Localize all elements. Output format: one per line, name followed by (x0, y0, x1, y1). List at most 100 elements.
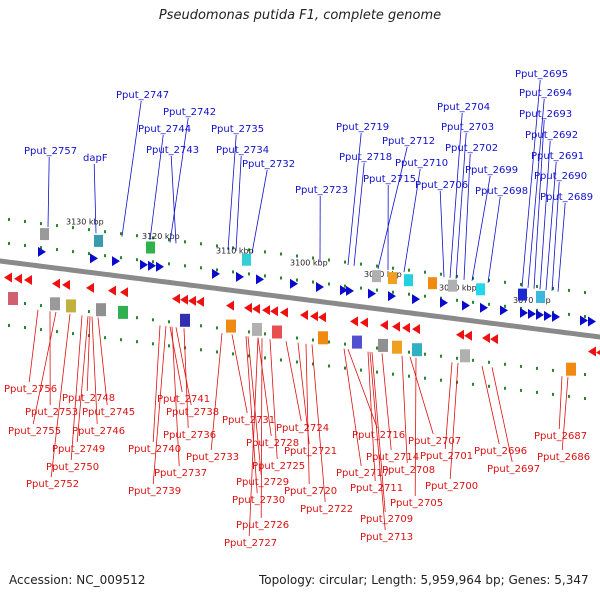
forward-gene-arrow (236, 271, 244, 282)
tick-mark (472, 358, 474, 362)
tick-mark (424, 376, 426, 380)
reverse-leader-line (257, 337, 272, 437)
forward-feature-block (518, 288, 527, 301)
tick-mark (88, 252, 90, 256)
forward-gene-label: dapF (83, 153, 108, 164)
tick-mark (584, 315, 586, 318)
reverse-feature-block (566, 362, 576, 376)
tick-mark (392, 290, 394, 294)
forward-gene-arrow (256, 274, 264, 285)
forward-leader-line (545, 161, 557, 291)
forward-gene-label: Pput_2703 (441, 122, 494, 133)
reverse-gene-arrow (52, 278, 60, 289)
tick-mark (552, 392, 554, 396)
tick-mark (504, 362, 506, 366)
forward-leader-line (235, 155, 242, 251)
reverse-feature-block (352, 335, 362, 349)
reverse-feature-block (392, 340, 402, 354)
forward-gene-label: Pput_2712 (382, 136, 435, 147)
reverse-leader-line (169, 326, 183, 393)
tick-mark (296, 360, 298, 364)
tick-mark (232, 270, 234, 274)
reverse-leader-line (231, 334, 248, 414)
reverse-leader-line (50, 313, 71, 478)
reverse-leader-line (97, 317, 108, 406)
reverse-leader-line (285, 341, 302, 422)
reverse-leader-line (152, 325, 167, 485)
tick-mark (264, 250, 266, 254)
tick-mark (488, 384, 490, 388)
tick-mark (520, 306, 522, 310)
reverse-gene-label: Pput_2756 (4, 384, 57, 395)
tick-mark (344, 342, 346, 346)
genome-summary-text: Topology: circular; Length: 5,959,964 bp… (259, 573, 589, 587)
reverse-gene-label: Pput_2745 (82, 407, 135, 418)
forward-leader-line (455, 132, 467, 279)
reverse-feature-block (412, 343, 422, 357)
reverse-gene-arrow (456, 329, 464, 340)
forward-gene-arrow (90, 253, 98, 264)
forward-gene-arrow (290, 278, 298, 289)
tick-mark (136, 234, 138, 238)
tick-mark (568, 312, 570, 316)
forward-gene-arrow (148, 260, 156, 271)
reverse-gene-label: Pput_2726 (236, 520, 289, 531)
forward-leader-line (551, 181, 560, 291)
tick-mark (472, 300, 474, 304)
reverse-gene-label: Pput_2748 (62, 393, 115, 404)
tick-mark (168, 320, 170, 324)
forward-gene-label: Pput_2702 (445, 143, 498, 154)
forward-gene-label: Pput_2695 (515, 69, 568, 80)
tick-mark (88, 310, 90, 314)
reverse-leader-line (371, 352, 386, 513)
reverse-gene-arrow (14, 273, 22, 284)
tick-mark (312, 338, 314, 342)
forward-leader-line (527, 98, 545, 288)
label-leader-lines (28, 79, 569, 537)
reverse-leader-line (311, 344, 326, 503)
reverse-gene-arrow (108, 285, 116, 296)
forward-gene-label: Pput_2757 (24, 146, 77, 157)
reverse-gene-arrow (464, 330, 472, 341)
reverse-leader-line (28, 309, 39, 383)
reverse-gene-arrow (402, 322, 410, 333)
scale-tick-label: 3100 kbp (290, 259, 328, 268)
tick-mark (56, 330, 58, 334)
tick-mark (504, 304, 506, 308)
forward-gene-label: Pput_2698 (475, 186, 528, 197)
tick-mark (488, 302, 490, 306)
forward-gene-label: Pput_2693 (519, 109, 572, 120)
reverse-leader-line (32, 312, 57, 425)
reverse-gene-label: Pput_2724 (276, 423, 329, 434)
tick-mark (168, 262, 170, 266)
forward-gene-label: Pput_2742 (163, 107, 216, 118)
reverse-gene-label: Pput_2717 (336, 468, 389, 479)
reverse-leader-line (401, 355, 408, 464)
forward-gene-label: Pput_2734 (216, 145, 269, 156)
reverse-gene-arrow (270, 306, 278, 317)
reverse-gene-arrow (300, 310, 308, 320)
tick-mark (568, 288, 570, 292)
forward-feature-block (94, 234, 103, 247)
forward-leader-line (557, 202, 566, 292)
reverse-gene-arrow (392, 321, 400, 332)
forward-gene-label: Pput_2735 (211, 124, 264, 135)
scale-tick-label: 3090 kbp (364, 270, 402, 279)
reverse-leader-line (269, 339, 278, 460)
tick-mark (424, 294, 426, 298)
tick-mark (120, 256, 122, 260)
tick-mark (216, 350, 218, 354)
forward-gene-arrow (440, 297, 448, 308)
tick-mark (24, 302, 26, 305)
reverse-gene-label: Pput_2716 (352, 430, 405, 441)
tick-mark (344, 284, 346, 288)
reverse-gene-label: Pput_2707 (408, 436, 461, 447)
reverse-gene-label: Pput_2709 (360, 514, 413, 525)
forward-feature-block (404, 274, 413, 287)
scale-tick-label: 3130 kbp (66, 217, 104, 226)
tick-mark (184, 240, 186, 244)
forward-gene-arrow (462, 300, 470, 311)
forward-gene-arrow (316, 282, 324, 293)
reverse-gene-label: Pput_2733 (186, 452, 239, 463)
reverse-gene-label: Pput_2722 (300, 504, 353, 515)
